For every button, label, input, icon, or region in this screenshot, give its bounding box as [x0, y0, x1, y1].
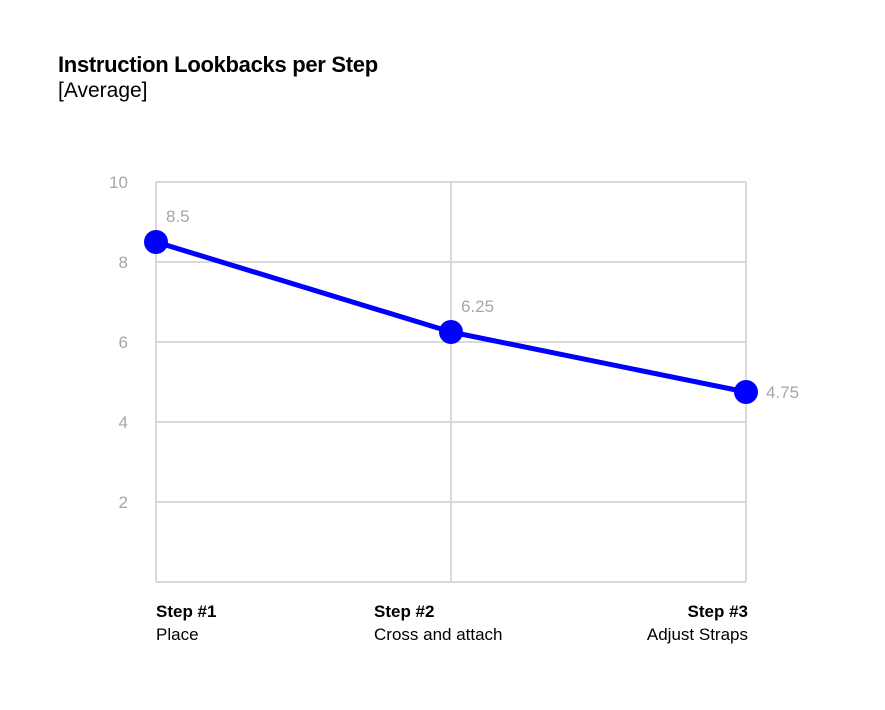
x-category-3: Step #3 Adjust Straps [647, 600, 748, 646]
series-points [144, 230, 758, 404]
data-point [144, 230, 168, 254]
x-category-2: Step #2 Cross and attach [374, 600, 503, 646]
x-category-step: Step #3 [687, 602, 748, 621]
x-category-name: Adjust Straps [646, 625, 748, 644]
chart-title: Instruction Lookbacks per Step [58, 52, 378, 77]
grid-lines [155, 181, 747, 583]
y-tick-label: 8 [119, 253, 128, 272]
x-category-1: Step #1 Place [156, 600, 216, 646]
data-label: 8.5 [166, 207, 190, 226]
y-tick-label: 6 [119, 333, 128, 352]
data-point [734, 380, 758, 404]
data-label: 6.25 [461, 297, 494, 316]
y-tick-label: 10 [109, 173, 128, 192]
x-category-name: Cross and attach [374, 625, 503, 644]
x-category-step: Step #1 [156, 602, 217, 621]
data-labels: 8.5 6.25 4.75 [166, 207, 799, 402]
x-category-step: Step #2 [374, 602, 435, 621]
y-tick-label: 2 [119, 493, 128, 512]
x-category-name: Place [156, 625, 199, 644]
y-axis-ticks: 2 4 6 8 10 [109, 173, 128, 512]
data-point [439, 320, 463, 344]
chart-subtitle: [Average] [58, 79, 148, 102]
y-tick-label: 4 [119, 413, 128, 432]
data-label: 4.75 [766, 383, 799, 402]
